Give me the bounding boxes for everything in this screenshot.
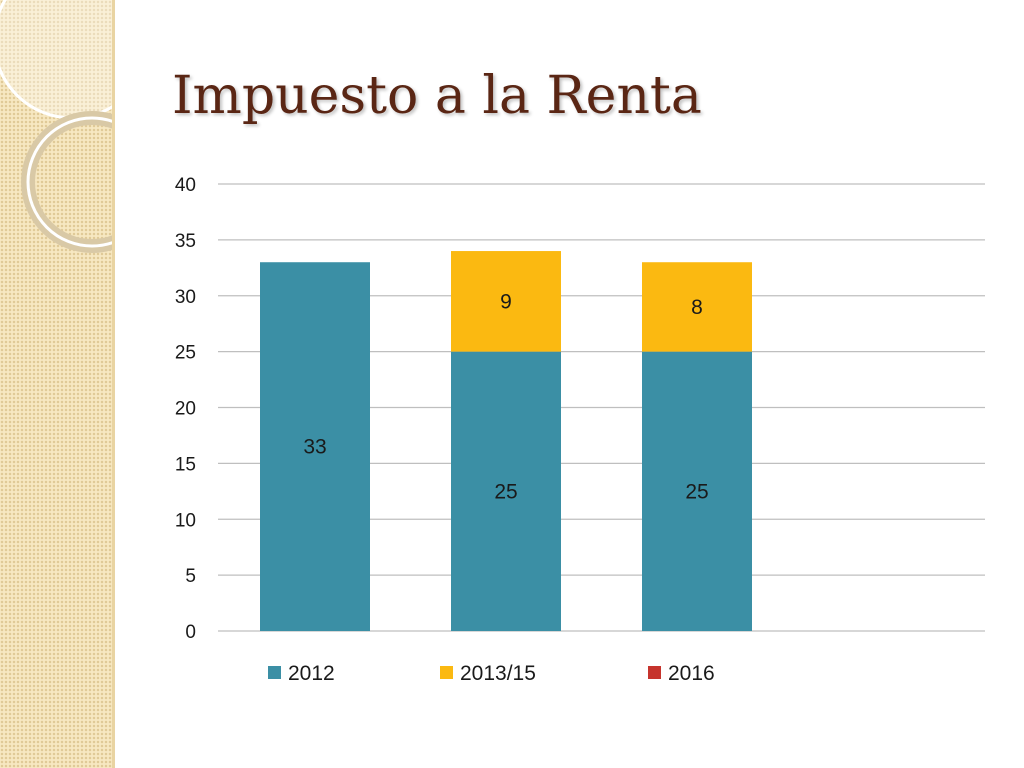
legend-swatch bbox=[440, 666, 453, 679]
bars bbox=[260, 251, 752, 631]
y-tick-label: 20 bbox=[175, 399, 196, 420]
y-axis-tick-labels: 0 5 10 15 20 25 30 35 40 bbox=[175, 175, 196, 643]
bar-segment bbox=[642, 262, 752, 352]
decorative-side-panel bbox=[0, 0, 115, 768]
legend-label: 2016 bbox=[668, 662, 715, 685]
y-tick-label: 10 bbox=[175, 510, 196, 531]
decorative-circles bbox=[0, 0, 112, 253]
data-labels: 33 25 9 25 8 bbox=[303, 290, 708, 503]
data-label: 25 bbox=[685, 480, 708, 503]
y-tick-label: 40 bbox=[175, 175, 196, 196]
bar-segment bbox=[451, 351, 561, 631]
y-tick-label: 5 bbox=[185, 566, 196, 587]
bar-segment bbox=[642, 351, 752, 631]
data-label: 25 bbox=[494, 480, 517, 503]
data-label: 33 bbox=[303, 436, 326, 459]
legend-label: 2012 bbox=[288, 662, 335, 685]
y-tick-label: 25 bbox=[175, 343, 196, 364]
legend-label: 2013/15 bbox=[460, 662, 536, 685]
y-tick-label: 30 bbox=[175, 287, 196, 308]
y-tick-label: 35 bbox=[175, 231, 196, 252]
bar-segment bbox=[260, 262, 370, 631]
legend-swatch bbox=[268, 666, 281, 679]
legend: 2012 2013/15 2016 bbox=[268, 662, 715, 685]
bar-segment bbox=[451, 251, 561, 352]
y-tick-label: 0 bbox=[185, 622, 196, 643]
data-label: 9 bbox=[500, 290, 512, 313]
y-tick-label: 15 bbox=[175, 454, 196, 475]
data-label: 8 bbox=[691, 296, 703, 319]
legend-swatch bbox=[648, 666, 661, 679]
slide-title: Impuesto a la Renta bbox=[172, 66, 702, 126]
